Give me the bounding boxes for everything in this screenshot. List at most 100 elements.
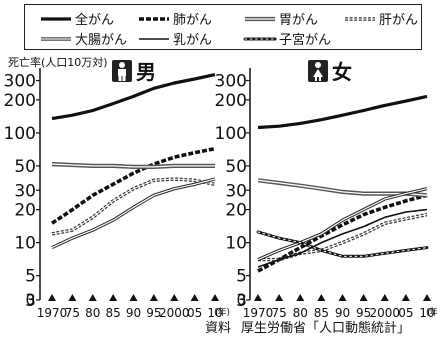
y-tick-label: 300 [215, 72, 247, 92]
series-肺がん [257, 193, 428, 273]
x-unit-label: (年) [426, 306, 437, 318]
y-tick-label: 30 [14, 181, 36, 201]
y-zero-label: 0 [25, 291, 35, 309]
x-tick-label: 85 [105, 306, 120, 320]
series-胃がん [51, 162, 215, 169]
y-tick-label: 10 [14, 234, 36, 254]
y-tick-label: 200 [215, 91, 247, 111]
x-tick-label: 10 [419, 306, 434, 320]
legend-swatch [41, 16, 71, 21]
legend-label: 全がん [75, 13, 115, 28]
y-tick-label: 3 [236, 291, 247, 311]
legend-swatch [345, 16, 375, 21]
x-tick-marker [68, 294, 77, 301]
x-tick-label: 1970 [37, 306, 68, 320]
y-tick-label: 100 [215, 124, 247, 144]
x-tick-label: 90 [335, 306, 350, 320]
x-tick-label: 85 [314, 306, 329, 320]
legend-item: 胃がん [243, 9, 318, 28]
series-肺がん [50, 146, 216, 225]
x-tick-marker [129, 294, 138, 301]
series-大腸がん [51, 177, 216, 250]
legend-item: 大腸がん [39, 29, 127, 48]
legend-item: 全がん [39, 9, 114, 28]
x-tick-marker [275, 294, 284, 301]
series-line [50, 146, 216, 225]
series-乳がん [257, 208, 428, 268]
x-unit-label: (年) [214, 306, 230, 318]
series-line-overlay [257, 231, 428, 257]
panel-title: 男 [136, 60, 156, 84]
x-tick-marker [317, 294, 326, 301]
x-tick-marker [338, 294, 347, 301]
series-line [51, 73, 216, 121]
x-tick-label: 80 [85, 306, 100, 320]
female-panel-label: 女 [308, 60, 352, 84]
y-tick-label: 20 [14, 201, 36, 221]
male-person-icon [112, 60, 132, 82]
y-tick-label: 5 [25, 267, 36, 287]
series-line-overlay [257, 188, 428, 261]
legend-label: 子宮がん [279, 33, 332, 48]
x-tick-marker [254, 294, 262, 301]
series-line-overlay [257, 179, 428, 196]
x-tick-marker [190, 294, 199, 301]
legend-swatch [41, 36, 71, 41]
source-prefix: 資料 [205, 321, 232, 336]
source-note: 資料 厚生労働省「人口動態統計」 [205, 317, 420, 336]
series-line-overlay [51, 178, 216, 249]
legend-item: 子宮がん [243, 29, 331, 48]
x-tick-marker [401, 294, 410, 301]
legend-label: 肝がん [379, 13, 419, 28]
female-person-icon [308, 60, 328, 82]
y-tick-label: 30 [225, 181, 247, 201]
x-tick-label: 75 [271, 306, 286, 320]
legend-swatch [139, 16, 169, 21]
y-tick-label: 3 [25, 291, 36, 311]
panel-title: 女 [332, 60, 352, 84]
x-tick-label: 80 [293, 306, 308, 320]
male-panel-label: 男 [112, 60, 156, 84]
series-line [257, 193, 428, 273]
x-tick-marker [170, 294, 179, 301]
x-tick-label: 2000 [159, 306, 190, 320]
x-tick-label: 10 [207, 306, 222, 320]
x-tick-label: 90 [126, 306, 141, 320]
series-大腸がん [257, 187, 428, 262]
series-line [257, 208, 428, 268]
legend-swatch [243, 37, 277, 40]
series-胃がん [257, 178, 428, 198]
legend-label: 乳がん [173, 33, 213, 48]
series-全がん [257, 94, 428, 130]
legend-label: 大腸がん [75, 33, 128, 48]
y-tick-label: 300 [4, 72, 36, 92]
series-line-overlay [51, 163, 215, 168]
series-肝がん [51, 177, 216, 236]
legend-label: 胃がん [279, 13, 319, 28]
x-tick-label: 95 [146, 306, 161, 320]
y-tick-label: 5 [236, 267, 247, 287]
legend-swatch [245, 16, 275, 21]
y-tick-label: 20 [225, 201, 247, 221]
source-text: 厚生労働省「人口動態統計」 [241, 321, 411, 336]
x-tick-label: 75 [65, 306, 80, 320]
y-tick-label: 100 [4, 124, 36, 144]
x-tick-label: 2000 [369, 306, 400, 320]
x-tick-marker [211, 294, 219, 301]
x-tick-marker [359, 294, 368, 301]
y-axis-title: 死亡率(人口10万対) [8, 55, 108, 69]
legend-swatch [139, 37, 169, 40]
legend-label: 肺がん [173, 13, 213, 28]
chart-legend: 全がん 肺がん 胃がん 肝がん大腸がん 乳がん 子宮がん [24, 4, 422, 50]
series-line [256, 230, 429, 258]
y-tick-label: 200 [4, 91, 36, 111]
series-line-overlay [51, 178, 216, 235]
x-tick-marker [380, 294, 389, 301]
series-子宮がん [256, 230, 429, 258]
legend-item: 肺がん [137, 9, 212, 28]
series-line [257, 94, 428, 130]
x-tick-label: 1970 [243, 306, 274, 320]
